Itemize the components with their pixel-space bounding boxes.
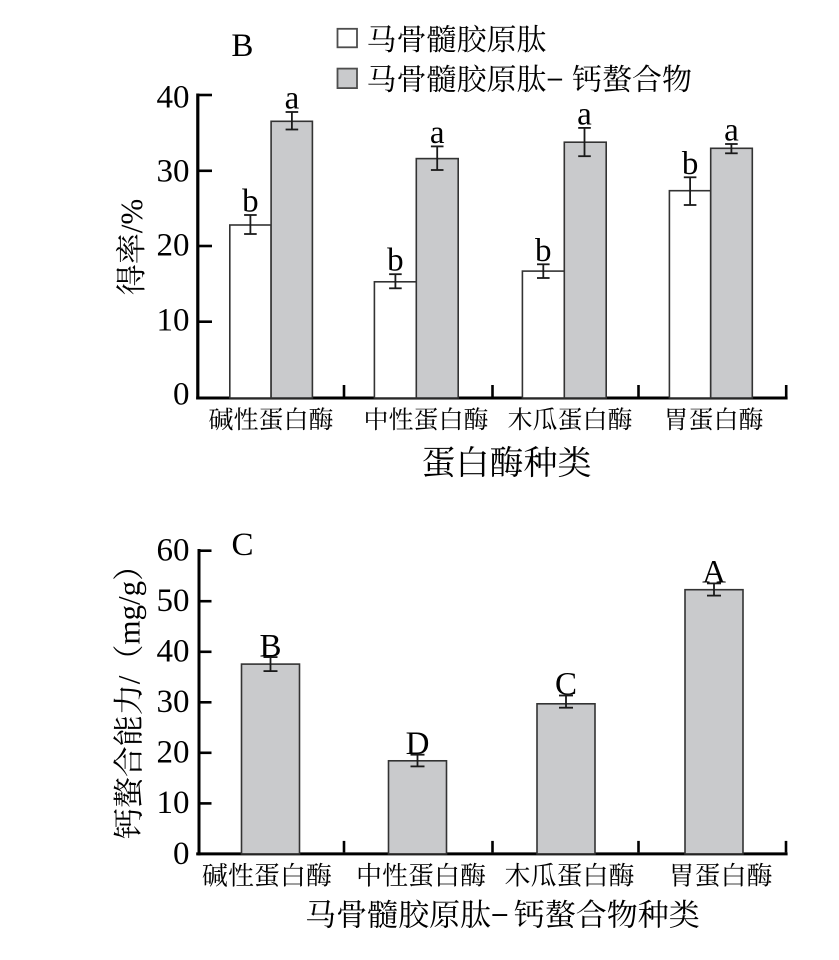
svg-text:D: D <box>406 726 430 762</box>
svg-text:60: 60 <box>157 532 190 568</box>
svg-text:40: 40 <box>157 634 190 670</box>
svg-text:40: 40 <box>157 79 190 115</box>
svg-text:30: 30 <box>157 154 190 190</box>
svg-text:10: 10 <box>157 785 190 821</box>
svg-text:B: B <box>259 628 281 664</box>
svg-text:a: a <box>724 113 739 149</box>
svg-text:C: C <box>231 527 253 563</box>
svg-text:b: b <box>242 184 259 220</box>
svg-text:B: B <box>231 28 253 64</box>
svg-text:20: 20 <box>157 735 190 771</box>
svg-text:b: b <box>387 243 404 279</box>
svg-text:b: b <box>535 233 552 269</box>
svg-text:a: a <box>577 96 592 132</box>
svg-text:b: b <box>682 146 699 182</box>
svg-text:0: 0 <box>173 377 190 413</box>
svg-text:a: a <box>430 115 445 151</box>
svg-text:10: 10 <box>157 303 190 339</box>
svg-text:30: 30 <box>157 684 190 720</box>
svg-text:50: 50 <box>157 583 190 619</box>
svg-text:0: 0 <box>173 836 190 872</box>
svg-text:C: C <box>555 667 577 703</box>
svg-text:20: 20 <box>157 228 190 264</box>
svg-text:a: a <box>285 81 300 117</box>
svg-text:A: A <box>702 555 726 591</box>
